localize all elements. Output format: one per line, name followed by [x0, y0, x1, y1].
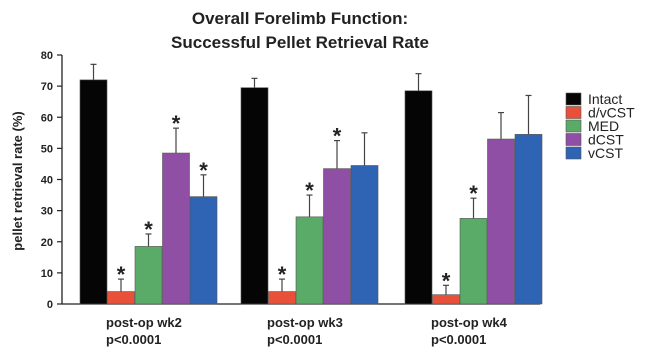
x-category-pvalue: p<0.0001	[431, 332, 486, 347]
y-tick-label: 20	[41, 237, 53, 249]
y-tick-label: 60	[41, 112, 53, 124]
legend-label: Intact	[588, 91, 622, 107]
y-tick-label: 0	[47, 299, 53, 311]
bar	[350, 165, 379, 305]
x-category-label: post-op wk4	[431, 315, 508, 330]
x-category-label: post-op wk2	[106, 315, 182, 330]
legend-swatch	[565, 146, 582, 160]
legend-swatch	[565, 92, 582, 106]
bar	[268, 291, 296, 305]
plot-area: 0 10 20 30 40 50 60 70 80 * * * * post-op wk2 p<0.0001…	[41, 50, 543, 347]
bar	[79, 79, 108, 305]
significance-star: *	[172, 111, 181, 136]
y-tick-label: 30	[41, 206, 53, 218]
bar	[432, 294, 460, 305]
significance-star: *	[117, 262, 126, 287]
significance-star: *	[469, 181, 478, 206]
significance-star: *	[199, 158, 208, 183]
y-tick-label: 50	[41, 143, 53, 155]
y-axis-label: pellet retrieval rate (%)	[10, 111, 25, 250]
legend-swatch	[565, 133, 582, 146]
y-tick-label: 10	[41, 268, 53, 280]
significance-star: *	[333, 124, 342, 149]
bar	[240, 87, 269, 305]
legend-swatch	[565, 106, 582, 119]
bar	[514, 134, 543, 305]
bar	[189, 196, 218, 305]
bar	[295, 216, 324, 305]
y-tick-label: 80	[41, 50, 53, 62]
x-category-label: post-op wk3	[267, 315, 343, 330]
bar	[487, 138, 515, 305]
bar	[459, 218, 488, 305]
x-category-pvalue: p<0.0001	[106, 332, 161, 347]
y-tick-label: 70	[41, 81, 53, 93]
bar	[134, 246, 163, 305]
y-tick-label: 40	[41, 175, 53, 187]
legend-label: vCST	[588, 145, 623, 161]
legend-label: d/vCST	[588, 105, 635, 121]
x-category-pvalue: p<0.0001	[267, 332, 322, 347]
legend-swatch	[565, 119, 582, 133]
significance-star: *	[144, 217, 153, 242]
chart-subtitle: Successful Pellet Retrieval Rate	[171, 33, 429, 52]
significance-star: *	[278, 262, 287, 287]
chart-title: Overall Forelimb Function:	[192, 9, 408, 28]
bar	[162, 152, 190, 305]
bar	[404, 90, 433, 305]
significance-star: *	[305, 178, 314, 203]
significance-star: *	[442, 268, 451, 293]
bar	[323, 168, 351, 305]
legend-label: dCST	[588, 132, 624, 148]
bar	[107, 291, 135, 305]
legend-label: MED	[588, 118, 619, 134]
